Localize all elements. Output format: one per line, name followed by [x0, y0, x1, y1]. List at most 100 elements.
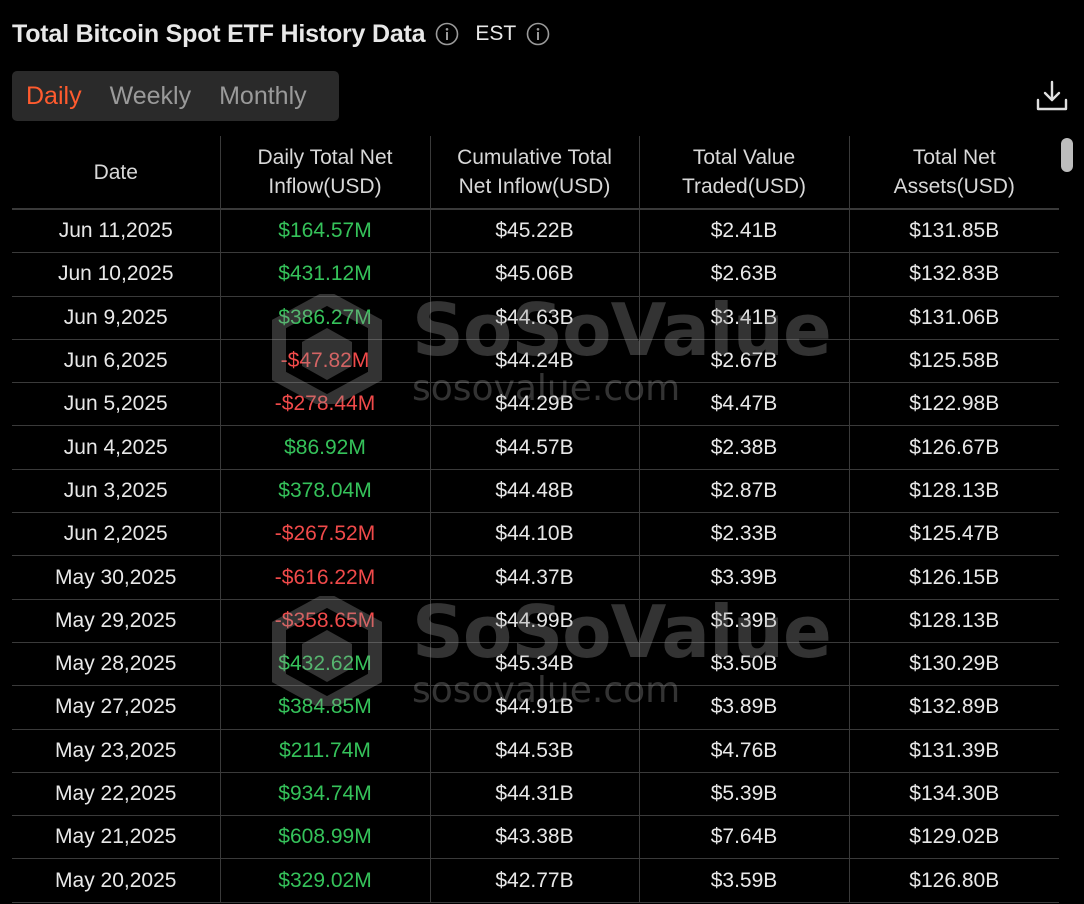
cell-total-net-assets: $126.15B [849, 555, 1059, 600]
table-row[interactable]: May 21,2025 $608.99M $43.38B $7.64B $129.02B [12, 815, 1059, 860]
cell-total-net-assets: $125.47B [849, 512, 1059, 557]
cell-total-net-assets: $134.30B [849, 772, 1059, 817]
cell-total-value-traded: $4.47B [639, 382, 850, 427]
cell-daily-net-inflow: -$278.44M [220, 382, 431, 427]
cell-cumulative-net-inflow: $44.63B [430, 296, 640, 340]
cell-date: Jun 4,2025 [12, 425, 221, 470]
cell-total-net-assets: $131.06B [849, 296, 1059, 340]
cell-total-value-traded: $2.41B [639, 209, 850, 254]
cell-cumulative-net-inflow: $45.06B [430, 252, 640, 297]
cell-date: Jun 9,2025 [12, 296, 221, 340]
timezone-label: EST [475, 22, 517, 45]
cell-total-value-traded: $2.38B [639, 425, 850, 470]
cell-date: May 20,2025 [12, 858, 221, 903]
cell-total-net-assets: $125.58B [849, 339, 1059, 384]
cell-cumulative-net-inflow: $44.48B [430, 469, 640, 514]
column-header-daily-net-inflow[interactable]: Daily Total Net Inflow(USD) [220, 136, 431, 210]
cell-total-value-traded: $2.67B [639, 339, 850, 384]
cell-daily-net-inflow: $431.12M [220, 252, 431, 297]
cell-daily-net-inflow: -$267.52M [220, 512, 431, 557]
table-scrollbar[interactable] [1061, 138, 1073, 172]
cell-total-value-traded: $3.59B [639, 858, 850, 903]
tab-weekly[interactable]: Weekly [109, 82, 192, 110]
page-title: Total Bitcoin Spot ETF History Data [12, 19, 426, 48]
cell-cumulative-net-inflow: $44.31B [430, 772, 640, 817]
cell-total-net-assets: $130.29B [849, 642, 1059, 687]
table-row[interactable]: May 27,2025 $384.85M $44.91B $3.89B $132.89B [12, 685, 1059, 730]
tab-monthly[interactable]: Monthly [219, 82, 307, 110]
column-header-cumulative-net-inflow[interactable]: Cumulative Total Net Inflow(USD) [430, 136, 640, 210]
cell-daily-net-inflow: -$358.65M [220, 599, 431, 643]
cell-total-value-traded: $4.76B [639, 729, 850, 773]
cell-total-net-assets: $132.83B [849, 252, 1059, 297]
cell-total-net-assets: $131.39B [849, 729, 1059, 773]
cell-total-net-assets: $131.85B [849, 209, 1059, 254]
cell-total-net-assets: $128.13B [849, 599, 1059, 643]
cell-date: May 30,2025 [12, 555, 221, 600]
cell-date: Jun 2,2025 [12, 512, 221, 557]
cell-daily-net-inflow: $329.02M [220, 858, 431, 903]
tab-daily[interactable]: Daily [26, 82, 82, 110]
table-row[interactable]: Jun 9,2025 $386.27M $44.63B $3.41B $131.06B [12, 296, 1059, 340]
cell-cumulative-net-inflow: $42.77B [430, 858, 640, 903]
table-row[interactable]: Jun 4,2025 $86.92M $44.57B $2.38B $126.67B [12, 425, 1059, 470]
cell-total-value-traded: $3.50B [639, 642, 850, 687]
cell-total-net-assets: $126.67B [849, 425, 1059, 470]
cell-daily-net-inflow: $211.74M [220, 729, 431, 773]
cell-daily-net-inflow: $934.74M [220, 772, 431, 817]
cell-date: May 27,2025 [12, 685, 221, 730]
cell-date: Jun 11,2025 [12, 209, 221, 254]
cell-total-value-traded: $2.87B [639, 469, 850, 514]
cell-daily-net-inflow: $608.99M [220, 815, 431, 860]
cell-total-value-traded: $3.41B [639, 296, 850, 340]
cell-total-value-traded: $5.39B [639, 599, 850, 643]
cell-total-net-assets: $129.02B [849, 815, 1059, 860]
cell-daily-net-inflow: -$616.22M [220, 555, 431, 600]
cell-cumulative-net-inflow: $45.22B [430, 209, 640, 254]
cell-date: Jun 5,2025 [12, 382, 221, 427]
cell-cumulative-net-inflow: $44.57B [430, 425, 640, 470]
cell-total-value-traded: $3.39B [639, 555, 850, 600]
table-row[interactable]: Jun 10,2025 $431.12M $45.06B $2.63B $132.83B [12, 252, 1059, 297]
download-button[interactable] [1034, 78, 1070, 114]
cell-cumulative-net-inflow: $44.91B [430, 685, 640, 730]
cell-total-net-assets: $132.89B [849, 685, 1059, 730]
table-row[interactable]: Jun 3,2025 $378.04M $44.48B $2.87B $128.13B [12, 469, 1059, 514]
table-row[interactable]: Jun 11,2025 $164.57M $45.22B $2.41B $131.85B [12, 209, 1059, 254]
period-tabs: Daily Weekly Monthly [12, 71, 339, 121]
cell-total-net-assets: $122.98B [849, 382, 1059, 427]
cell-cumulative-net-inflow: $44.10B [430, 512, 640, 557]
cell-daily-net-inflow: $378.04M [220, 469, 431, 514]
etf-history-table[interactable]: Date Daily Total Net Inflow(USD) Cumulati… [12, 136, 1059, 904]
cell-cumulative-net-inflow: $45.34B [430, 642, 640, 687]
cell-total-value-traded: $5.39B [639, 772, 850, 817]
table-row[interactable]: Jun 5,2025 -$278.44M $44.29B $4.47B $122.98B [12, 382, 1059, 427]
cell-total-value-traded: $3.89B [639, 685, 850, 730]
cell-total-net-assets: $126.80B [849, 858, 1059, 903]
table-row[interactable]: May 29,2025 -$358.65M $44.99B $5.39B $128.13… [12, 599, 1059, 643]
cell-date: May 23,2025 [12, 729, 221, 773]
cell-date: Jun 3,2025 [12, 469, 221, 514]
table-row[interactable]: May 28,2025 $432.62M $45.34B $3.50B $130.29B [12, 642, 1059, 687]
column-header-total-value-traded[interactable]: Total Value Traded(USD) [639, 136, 850, 210]
table-row[interactable]: May 23,2025 $211.74M $44.53B $4.76B $131.39B [12, 729, 1059, 773]
table-row[interactable]: Jun 2,2025 -$267.52M $44.10B $2.33B $125.47B [12, 512, 1059, 557]
table-body: Jun 11,2025 $164.57M $45.22B $2.41B $131.85B… [12, 209, 1059, 903]
cell-date: May 29,2025 [12, 599, 221, 643]
info-icon[interactable] [435, 22, 459, 46]
timezone-info-icon[interactable] [526, 22, 550, 46]
cell-total-value-traded: $2.33B [639, 512, 850, 557]
cell-cumulative-net-inflow: $44.37B [430, 555, 640, 600]
column-header-total-net-assets[interactable]: Total Net Assets(USD) [849, 136, 1059, 210]
table-row[interactable]: May 22,2025 $934.74M $44.31B $5.39B $134.30B [12, 772, 1059, 817]
cell-date: May 28,2025 [12, 642, 221, 687]
table-row[interactable]: Jun 6,2025 -$47.82M $44.24B $2.67B $125.58B [12, 339, 1059, 384]
column-header-date[interactable]: Date [12, 136, 221, 210]
table-row[interactable]: May 30,2025 -$616.22M $44.37B $3.39B $126.15… [12, 555, 1059, 600]
cell-total-value-traded: $7.64B [639, 815, 850, 860]
cell-cumulative-net-inflow: $43.38B [430, 815, 640, 860]
cell-cumulative-net-inflow: $44.99B [430, 599, 640, 643]
cell-date: Jun 6,2025 [12, 339, 221, 384]
table-row[interactable]: May 20,2025 $329.02M $42.77B $3.59B $126.80B [12, 858, 1059, 903]
cell-date: May 21,2025 [12, 815, 221, 860]
